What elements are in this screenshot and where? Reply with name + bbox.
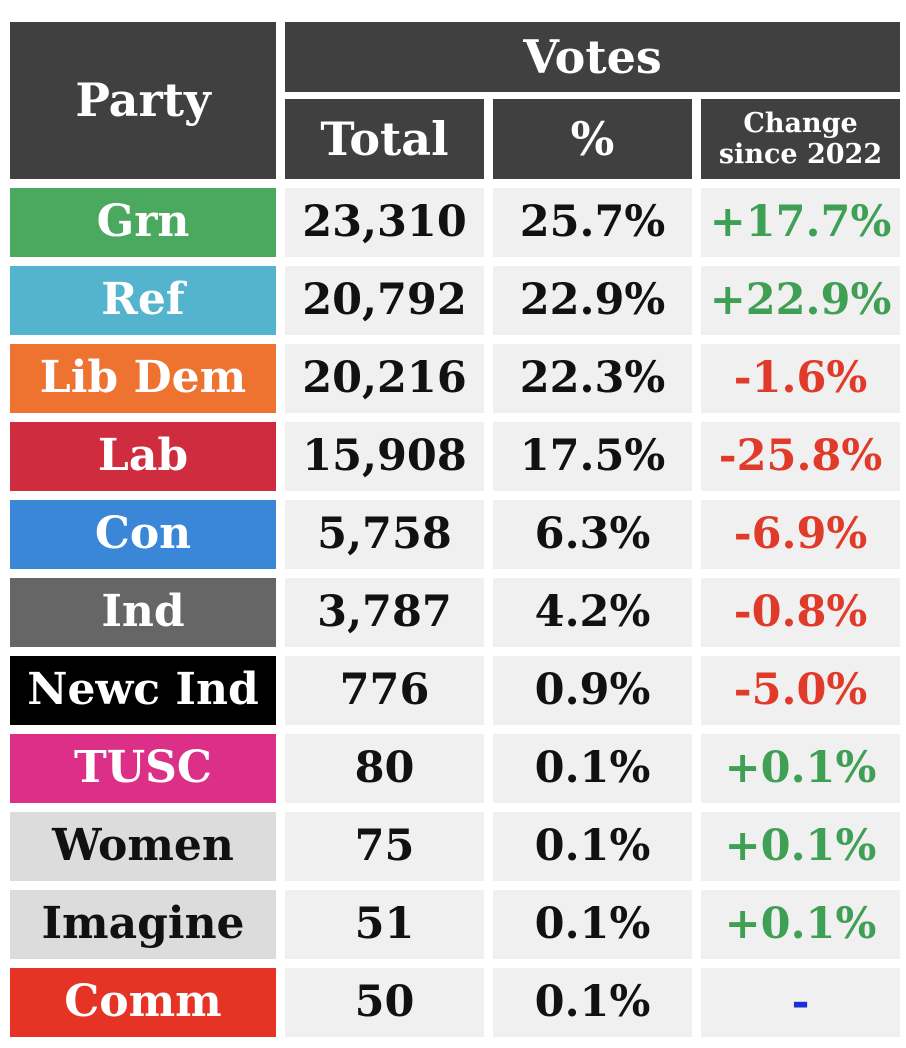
percent-cell: 0.1% (493, 968, 692, 1037)
percent-cell: 6.3% (493, 500, 692, 569)
percent-cell: 0.1% (493, 890, 692, 959)
percent-cell: 0.1% (493, 812, 692, 881)
party-cell: Lib Dem (10, 344, 276, 413)
party-cell: Comm (10, 968, 276, 1037)
change-cell: +22.9% (701, 266, 900, 335)
header-percent: % (493, 99, 692, 179)
party-cell: Newc Ind (10, 656, 276, 725)
percent-cell: 22.3% (493, 344, 692, 413)
party-cell: Con (10, 500, 276, 569)
header-total: Total (285, 99, 484, 179)
change-cell: -0.8% (701, 578, 900, 647)
percent-cell: 22.9% (493, 266, 692, 335)
change-cell: -5.0% (701, 656, 900, 725)
change-cell: +0.1% (701, 734, 900, 803)
total-cell: 3,787 (285, 578, 484, 647)
change-cell: +0.1% (701, 890, 900, 959)
total-cell: 80 (285, 734, 484, 803)
header-change: Change since 2022 (701, 99, 900, 179)
percent-cell: 0.9% (493, 656, 692, 725)
percent-cell: 25.7% (493, 188, 692, 257)
party-cell: Ind (10, 578, 276, 647)
percent-cell: 17.5% (493, 422, 692, 491)
total-cell: 5,758 (285, 500, 484, 569)
total-cell: 23,310 (285, 188, 484, 257)
total-cell: 15,908 (285, 422, 484, 491)
total-cell: 20,216 (285, 344, 484, 413)
total-cell: 75 (285, 812, 484, 881)
total-cell: 20,792 (285, 266, 484, 335)
total-cell: 776 (285, 656, 484, 725)
change-cell: - (701, 968, 900, 1037)
header-party: Party (10, 22, 276, 179)
party-cell: Grn (10, 188, 276, 257)
percent-cell: 4.2% (493, 578, 692, 647)
party-cell: TUSC (10, 734, 276, 803)
party-cell: Lab (10, 422, 276, 491)
change-cell: -1.6% (701, 344, 900, 413)
party-cell: Women (10, 812, 276, 881)
header-votes: Votes (285, 22, 900, 92)
percent-cell: 0.1% (493, 734, 692, 803)
party-cell: Ref (10, 266, 276, 335)
change-cell: -6.9% (701, 500, 900, 569)
change-cell: +0.1% (701, 812, 900, 881)
change-cell: +17.7% (701, 188, 900, 257)
change-cell: -25.8% (701, 422, 900, 491)
party-cell: Imagine (10, 890, 276, 959)
total-cell: 50 (285, 968, 484, 1037)
total-cell: 51 (285, 890, 484, 959)
